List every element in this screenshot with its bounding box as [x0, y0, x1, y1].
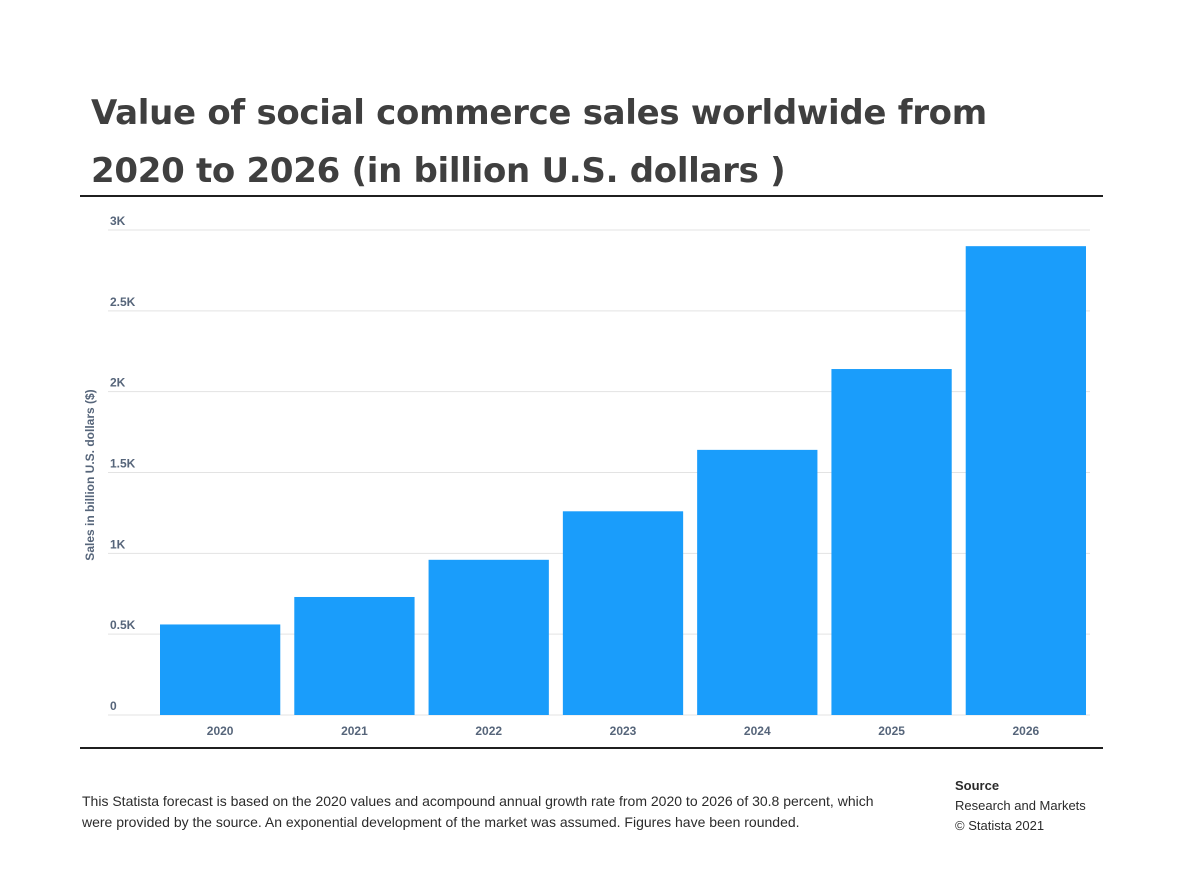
source-copyright: © Statista 2021 — [955, 818, 1045, 833]
bar-2023 — [562, 511, 684, 715]
bar-2022 — [428, 559, 549, 715]
y-tick-label: 2K — [110, 376, 126, 390]
bars — [160, 246, 1086, 715]
x-tick-label: 2020 — [207, 724, 234, 738]
x-axis-ticks: 2020 2021 2022 2023 2024 2025 2026 — [207, 724, 1040, 738]
x-tick-label: 2023 — [610, 724, 637, 738]
bar-2024 — [697, 449, 818, 715]
y-tick-label: 3K — [110, 214, 126, 228]
source-block: Source Research and Markets © Statista 2… — [955, 776, 1086, 836]
x-tick-label: 2026 — [1013, 724, 1040, 738]
bottom-divider — [80, 747, 1103, 749]
footnote: This Statista forecast is based on the 2… — [82, 793, 874, 830]
y-axis-ticks: 0 0.5K 1K 1.5K 2K 2.5K 3K — [110, 214, 136, 713]
x-tick-label: 2024 — [744, 724, 771, 738]
x-tick-label: 2022 — [475, 724, 502, 738]
chart-title: Value of social commerce sales worldwide… — [91, 93, 987, 191]
y-tick-label: 2.5K — [110, 295, 136, 309]
bar-2021 — [294, 596, 415, 715]
y-tick-label: 0.5K — [110, 618, 136, 632]
source-heading: Source — [955, 778, 1000, 793]
y-tick-label: 1.5K — [110, 457, 136, 471]
y-tick-label: 1K — [110, 537, 126, 551]
x-tick-label: 2021 — [341, 724, 368, 738]
source-name: Research and Markets — [955, 798, 1086, 813]
x-tick-label: 2025 — [878, 724, 905, 738]
bar-2025 — [831, 369, 952, 715]
bar-chart: 0 0.5K 1K 1.5K 2K 2.5K 3K 2020 2021 2022 2023 2024… — [108, 214, 1090, 738]
bar-2026 — [965, 246, 1086, 715]
bar-2020 — [160, 624, 281, 715]
y-tick-label: 0 — [110, 699, 117, 713]
top-divider — [80, 195, 1103, 197]
